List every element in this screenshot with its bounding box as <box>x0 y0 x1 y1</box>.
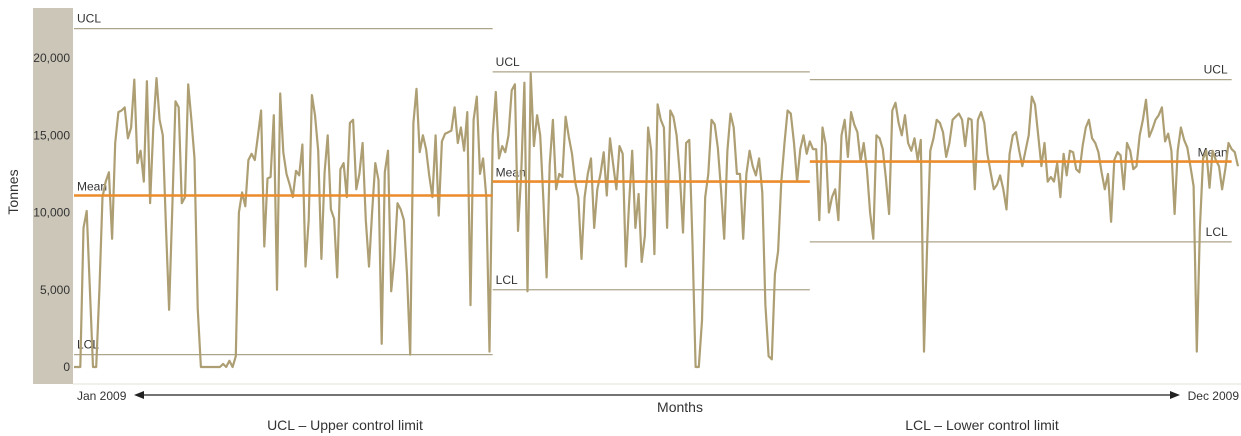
months-arrow-left-head <box>134 391 144 399</box>
ucl-label: UCL <box>1204 63 1228 77</box>
y-tick-label: 15,000 <box>33 128 70 142</box>
x-start-label: Jan 2009 <box>77 389 127 403</box>
y-axis-band <box>33 8 73 384</box>
y-tick-labels: 0 5,000 10,000 15,000 20,000 <box>33 51 70 374</box>
mean-label: Mean <box>77 180 107 194</box>
months-arrow-right-head <box>1170 391 1180 399</box>
y-tick-label: 0 <box>63 360 70 374</box>
series-line <box>74 72 1240 369</box>
y-axis-label: Tonnes <box>5 169 21 214</box>
legend-ucl: UCL – Upper control limit <box>267 417 423 433</box>
ucl-label: UCL <box>496 55 520 69</box>
x-end-label: Dec 2009 <box>1188 389 1240 403</box>
x-axis-label: Months <box>657 399 703 415</box>
lcl-label: LCL <box>77 338 99 352</box>
legend-lcl: LCL – Lower control limit <box>905 417 1059 433</box>
lcl-label: LCL <box>1206 225 1228 239</box>
series-layer <box>74 72 1240 369</box>
lcl-label: LCL <box>496 273 518 287</box>
y-tick-label: 10,000 <box>33 206 70 220</box>
ucl-label: UCL <box>77 12 101 26</box>
y-tick-label: 5,000 <box>40 283 70 297</box>
y-tick-label: 20,000 <box>33 51 70 65</box>
mean-label: Mean <box>496 166 526 180</box>
mean-layer <box>74 160 1232 197</box>
